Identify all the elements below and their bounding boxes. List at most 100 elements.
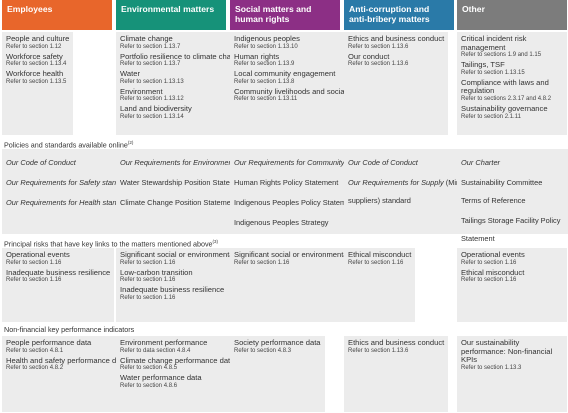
section-reference: Refer to section 1.16 [120, 259, 176, 266]
matter-item: Health and safety performance data Refer … [6, 355, 127, 373]
matters-cell-employees: People and culture Refer to section 1.12 W… [2, 32, 74, 135]
section-reference: Refer to section 4.8.2 [6, 365, 64, 372]
section-reference: Refer to section 1.13.13 [120, 78, 184, 85]
section-reference: Refer to sections 2.3.17 and 4.8.2 [461, 95, 552, 102]
section-reference: Refer to section 1.13.6 [348, 61, 409, 68]
policy-item: Our Code of Conduct [6, 152, 131, 170]
section-reference: Refer to section 1.13.8 [234, 78, 295, 85]
item-title: Local community engagement [234, 69, 336, 79]
matter-item: Inadequate business resilience Refer to s… [6, 267, 111, 285]
policy-title: Indigenous Peoples Policy Statement [234, 198, 357, 207]
kpi-cell-employees: People performance data Refer to section … [2, 336, 131, 412]
item-title: Indigenous peoples [234, 34, 300, 43]
section-reference: Refer to section 1.13.3 [461, 364, 522, 371]
policies-cell-social: Our Requirements for Community Human Righ… [230, 149, 361, 234]
matter-item: Land and biodiversity Refer to section 1.… [120, 105, 244, 121]
policy-title: Our Requirements for Environment and Cli… [120, 158, 335, 167]
policy-item: Our Charter [461, 152, 563, 170]
item-title: Workforce health [6, 69, 64, 79]
section-reference: Refer to section 1.13.12 [120, 96, 184, 103]
policy-item: Sustainability Committee Terms of Refere… [461, 172, 563, 208]
matter-item: Community livelihoods and social investm… [234, 86, 386, 104]
policy-item: Water Stewardship Position Statement [120, 172, 335, 190]
matter-item: Our conduct Refer to section 1.13.6 [348, 51, 444, 69]
item-title: Water performance data [120, 373, 202, 383]
matter-item: Water Refer to section 1.13.13 [120, 70, 244, 86]
matter-item: Operational events Refer to section 1.16 [6, 250, 110, 267]
section-reference: Refer to section 1.16 [6, 259, 62, 266]
item-title: Land and biodiversity [120, 104, 192, 114]
section-risks-heading: Principal risks that have key links to t… [4, 239, 219, 249]
section-reference: Refer to section 1.13.9 [234, 61, 295, 68]
policy-title: Climate Change Position Statement [120, 198, 238, 207]
item-title: Operational events [6, 250, 70, 259]
matter-item: Ethical misconduct Refer to section 1.16 [461, 268, 563, 285]
section-reference: Refer to section 1.13.4 [6, 61, 67, 68]
section-reference: Refer to section 1.16 [6, 277, 62, 284]
matter-item: Society performance data Refer to section… [234, 338, 321, 355]
item-title: Inadequate business resilience [6, 267, 111, 277]
item-title: Ethics and business conduct [348, 338, 445, 347]
kpi-cell-social: Society performance data Refer to section… [230, 336, 325, 412]
matters-cell-other: Critical incident risk management Refer t… [457, 32, 567, 135]
matter-item: Ethics and business conduct Refer to sect… [348, 34, 445, 51]
matter-item: Portfolio resilience to climate change Re… [120, 52, 244, 69]
policy-item: Climate Change Position Statement [120, 192, 335, 210]
item-title: Our conduct [348, 51, 390, 61]
risks-cell-other: Operational events Refer to section 1.16 E… [457, 248, 567, 322]
matter-item: Inadequate business resilience Refer to s… [120, 286, 264, 302]
matter-item: Tailings, TSF Refer to section 1.13.15 [461, 61, 563, 77]
matter-item: Compliance with laws and regulation Refer… [461, 78, 563, 103]
matter-item: Environment Refer to section 1.13.12 [120, 86, 244, 104]
section-policies-heading: Policies and standards available online(… [4, 140, 134, 150]
item-title: Workforce safety [6, 51, 63, 61]
risks-cell-anti-corruption: Ethical misconduct Refer to section 1.16 [344, 248, 416, 322]
matter-item: Significant social or environmental impa… [234, 250, 378, 267]
policy-item: Our Requirements for Community [234, 152, 356, 170]
section-kpi-heading: Non-financial key performance indicators [4, 325, 135, 334]
item-title: Low-carbon transition [120, 267, 193, 277]
item-title: Critical incident risk management [461, 34, 527, 52]
matter-item: Indigenous peoples Refer to section 1.13.… [234, 34, 385, 51]
section-reference: Refer to section 1.12 [6, 43, 62, 50]
matter-item: Human rights Refer to section 1.13.9 [234, 52, 385, 69]
matter-item: Significant social or environmental impa… [120, 250, 264, 267]
matter-item: Low-carbon transition Refer to section 1.… [120, 267, 264, 285]
section-reference: Refer to section 1.16 [348, 259, 404, 266]
matter-item: People and culture Refer to section 1.12 [6, 34, 69, 51]
item-title: Environment [120, 86, 163, 96]
section-reference: Refer to section 1.13.6 [348, 347, 409, 354]
item-title: Ethics and business conduct [348, 34, 445, 43]
policy-item: Tailings Storage Facility Policy Stateme… [461, 210, 563, 246]
item-title: Health and safety performance data [6, 355, 127, 365]
section-reference: Refer to section 1.16 [234, 259, 290, 266]
policy-title: Our Charter [461, 158, 501, 167]
item-title: Community livelihoods and social investm… [234, 86, 386, 96]
item-title: Ethical misconduct [348, 250, 412, 259]
header-anti-corruption: Anti-corruption and anti-bribery matters [344, 0, 454, 30]
policy-item: Indigenous Peoples Strategy [234, 212, 356, 230]
kpi-cell-environmental: Environment performance Refer to data sec… [116, 336, 239, 412]
header-other: Other [457, 0, 567, 30]
section-reference: Refer to section 4.8.3 [234, 347, 292, 354]
section-reference: Refer to section 1.16 [461, 277, 517, 284]
section-reference: Refer to section 1.16 [120, 277, 176, 284]
item-title: Society performance data [234, 338, 321, 347]
section-reference: Refer to section 1.13.11 [234, 96, 298, 103]
section-reference: Refer to sections 1.9 and 1.15 [461, 52, 542, 59]
item-title: Inadequate business resilience [120, 285, 225, 295]
item-title: Climate change performance data [120, 355, 235, 365]
item-title: Water [120, 69, 140, 79]
header-social-matters: Social matters and human rights [230, 0, 340, 30]
item-title: Operational events [461, 250, 525, 259]
section-reference: Refer to section 1.13.7 [120, 43, 181, 50]
policy-title: Sustainability Committee Terms of Refere… [461, 178, 543, 205]
item-title: Tailings, TSF [461, 60, 505, 70]
header-environmental-matters: Environmental matters [116, 0, 226, 30]
policy-title: Our Requirements for Health standard [6, 198, 132, 207]
matter-item: Ethical misconduct Refer to section 1.16 [348, 250, 412, 267]
matter-item: Sustainability governance Refer to sectio… [461, 104, 563, 121]
item-title: People performance data [6, 338, 92, 347]
policy-item: Indigenous Peoples Policy Statement [234, 192, 356, 210]
matter-item: Environment performance Refer to data sec… [120, 338, 234, 355]
